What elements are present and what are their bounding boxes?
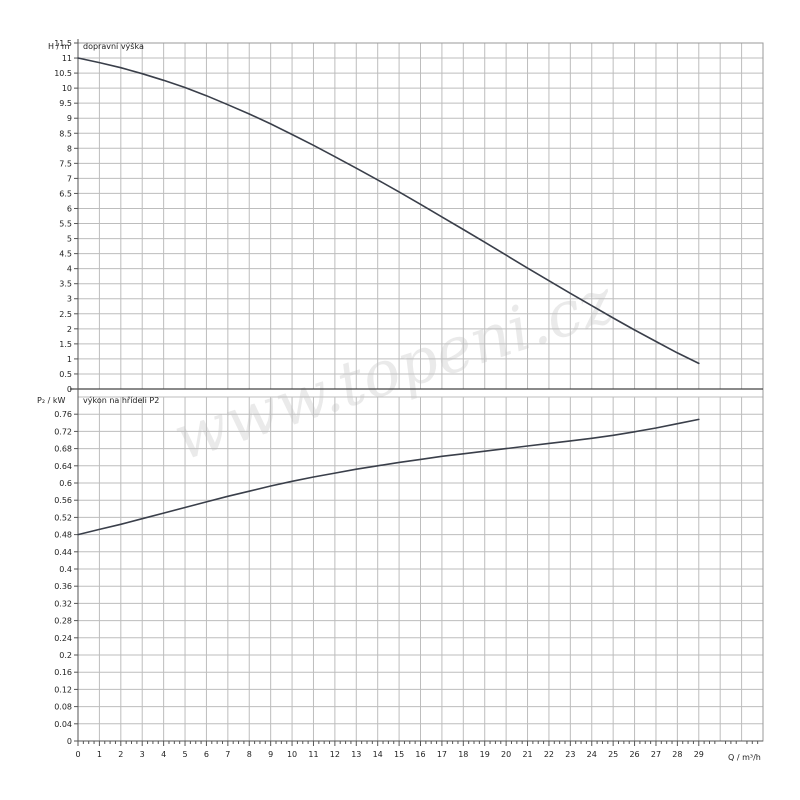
head-y-tick-label: 0.5 xyxy=(59,370,72,379)
x-tick-label: 21 xyxy=(522,750,532,759)
x-tick-label: 25 xyxy=(608,750,618,759)
head-y-tick-label: 8 xyxy=(67,144,72,153)
x-tick-label: 29 xyxy=(694,750,704,759)
power-y-tick-label: 0 xyxy=(67,737,72,746)
head-y-tick-label: 11.5 xyxy=(54,39,72,48)
head-y-tick-label: 2 xyxy=(67,325,72,334)
power-panel-y-ticks: 0 0.04 0.08 0.12 0.16 0.2 0.24 0.28 0.32 0.36 0.4 0… xyxy=(54,410,78,746)
x-tick-label: 4 xyxy=(161,750,166,759)
head-y-tick-label: 6.5 xyxy=(59,189,72,198)
x-tick-label: 18 xyxy=(458,750,468,759)
head-y-tick-label: 2.5 xyxy=(59,310,72,319)
head-y-tick-label: 0 xyxy=(67,385,72,394)
power-curve xyxy=(77,418,700,536)
head-y-tick-label: 5.5 xyxy=(59,220,72,229)
head-y-tick-label: 11 xyxy=(62,54,72,63)
x-tick-label: 2 xyxy=(118,750,123,759)
power-y-tick-label: 0.44 xyxy=(54,548,72,557)
x-tick-label: 15 xyxy=(394,750,404,759)
x-tick-label: 23 xyxy=(565,750,575,759)
x-tick-label: 27 xyxy=(651,750,661,759)
head-y-tick-label: 3.5 xyxy=(59,280,72,289)
head-panel-grid xyxy=(77,42,764,390)
x-tick-label: 22 xyxy=(544,750,554,759)
x-tick-label: 16 xyxy=(415,750,425,759)
x-tick-label: 14 xyxy=(373,750,383,759)
x-tick-label: 9 xyxy=(268,750,273,759)
head-y-tick-label: 1.5 xyxy=(59,340,72,349)
x-tick-label: 6 xyxy=(204,750,209,759)
head-panel-y-ticks: 00.511.522.533.544.555.566.577.588.599.5… xyxy=(54,39,78,394)
x-axis-ticks: 0 1 2 3 4 5 6 7 8 9 10 11 12 13 14 15 16 17 18 19 20 21 22 23 24… xyxy=(75,741,759,759)
power-y-tick-label: 0.28 xyxy=(54,617,72,626)
head-panel-title: dopravní výška xyxy=(83,41,144,51)
head-y-tick-label: 9.5 xyxy=(59,99,72,108)
power-y-tick-label: 0.2 xyxy=(59,651,72,660)
head-y-tick-label: 7 xyxy=(67,174,72,183)
head-y-tick-label: 10 xyxy=(62,84,72,93)
x-tick-label: 7 xyxy=(225,750,230,759)
x-tick-label: 28 xyxy=(672,750,682,759)
power-panel-title: výkon na hřídeli P2 xyxy=(83,396,159,405)
head-curve xyxy=(77,57,700,365)
x-tick-label: 10 xyxy=(287,750,297,759)
power-y-tick-label: 0.68 xyxy=(54,445,72,454)
head-y-tick-label: 4 xyxy=(67,265,72,274)
head-ylabel: H / m xyxy=(48,42,70,51)
head-y-tick-label: 9 xyxy=(67,114,72,123)
x-tick-label: 26 xyxy=(629,750,639,759)
head-curve-layer xyxy=(77,57,700,365)
x-tick-label: 20 xyxy=(501,750,511,759)
power-y-tick-label: 0.12 xyxy=(54,685,72,694)
x-tick-label: 8 xyxy=(247,750,252,759)
x-tick-label: 3 xyxy=(140,750,145,759)
x-tick-label: 19 xyxy=(480,750,490,759)
head-y-tick-label: 8.5 xyxy=(59,129,72,138)
power-y-tick-label: 0.72 xyxy=(54,427,72,436)
head-y-tick-label: 1 xyxy=(67,355,72,364)
power-y-tick-label: 0.48 xyxy=(54,531,72,540)
power-panel-grid xyxy=(77,396,764,742)
head-y-tick-label: 10.5 xyxy=(54,69,72,78)
power-y-tick-label: 0.64 xyxy=(54,462,72,471)
x-axis-label: Q / m³/h xyxy=(728,753,761,762)
power-curve-layer xyxy=(77,418,700,536)
x-tick-label: 11 xyxy=(308,750,318,759)
power-y-tick-label: 0.32 xyxy=(54,599,72,608)
x-tick-label: 1 xyxy=(97,750,102,759)
head-y-tick-label: 4.5 xyxy=(59,250,72,259)
power-y-tick-label: 0.08 xyxy=(54,703,72,712)
power-y-tick-label: 0.4 xyxy=(59,565,72,574)
head-y-tick-label: 6 xyxy=(67,204,72,213)
power-y-tick-label: 0.36 xyxy=(54,582,72,591)
power-y-tick-label: 0.6 xyxy=(59,479,72,488)
x-tick-label: 24 xyxy=(587,750,597,759)
power-y-tick-label: 0.76 xyxy=(54,410,72,419)
x-tick-label: 5 xyxy=(182,750,187,759)
head-y-tick-label: 5 xyxy=(67,235,72,244)
head-y-tick-label: 7.5 xyxy=(59,159,72,168)
x-tick-label: 17 xyxy=(437,750,447,759)
power-ylabel: P₂ / kW xyxy=(37,396,65,405)
x-tick-label: 12 xyxy=(330,750,340,759)
power-y-tick-label: 0.04 xyxy=(54,720,72,729)
x-tick-label: 13 xyxy=(351,750,361,759)
power-y-tick-label: 0.52 xyxy=(54,513,72,522)
x-tick-label: 0 xyxy=(75,750,80,759)
power-y-tick-label: 0.16 xyxy=(54,668,72,677)
power-y-tick-label: 0.56 xyxy=(54,496,72,505)
head-y-tick-label: 3 xyxy=(67,295,72,304)
power-y-tick-label: 0.24 xyxy=(54,634,72,643)
